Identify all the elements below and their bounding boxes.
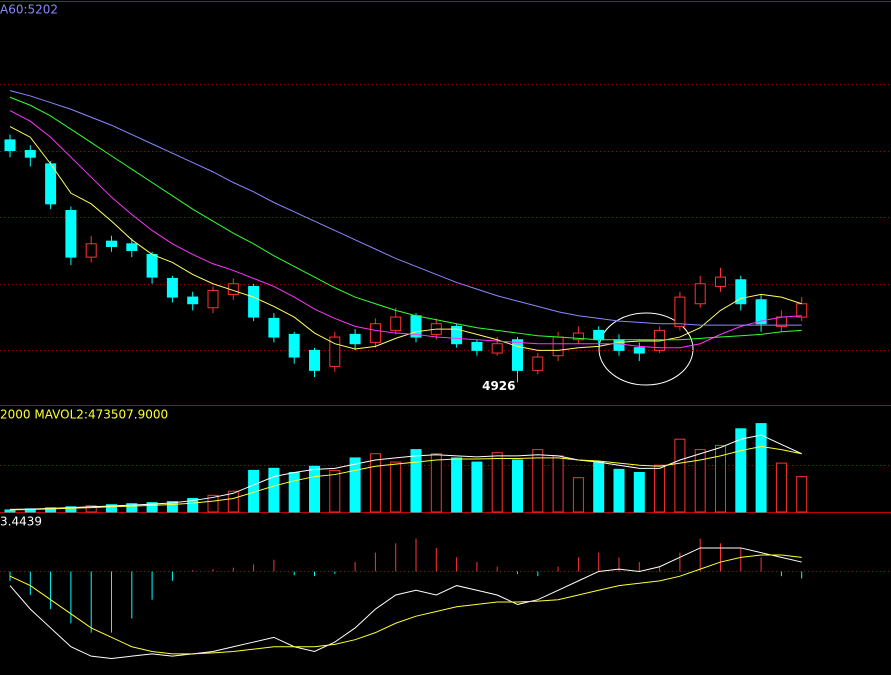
volume-bar: [65, 506, 77, 513]
candle-body: [694, 283, 706, 305]
volume-bar: [349, 457, 361, 513]
volume-bar: [126, 503, 138, 513]
candle-body: [288, 333, 300, 358]
candle-body: [4, 139, 16, 152]
candle-body: [715, 276, 726, 287]
highlight-circle: [598, 312, 694, 386]
candle-body: [24, 150, 36, 158]
candle-body: [126, 243, 138, 251]
volume-bar: [572, 477, 584, 513]
macd-label: 3.4439: [0, 515, 42, 529]
indicator-line: [9, 445, 802, 511]
low-annotation: 4926: [482, 379, 515, 393]
volume-bar: [552, 455, 564, 513]
volume-bar: [410, 449, 422, 513]
candle-body: [268, 317, 280, 338]
volume-bar: [471, 461, 483, 513]
candle-body: [45, 163, 57, 205]
volume-bar: [715, 444, 726, 513]
candle-body: [674, 296, 686, 327]
indicator-line: [9, 110, 802, 349]
indicator-line: [9, 547, 802, 660]
volume-bar: [532, 449, 544, 513]
candle-body: [613, 339, 625, 351]
volume-bar: [146, 502, 158, 513]
volume-bar: [593, 461, 605, 513]
candle-body: [512, 339, 523, 371]
candle-body: [796, 303, 808, 318]
indicator-line: [9, 90, 802, 326]
candle-body: [329, 336, 341, 367]
volume-bar: [755, 423, 767, 513]
candle-body: [532, 356, 544, 371]
volume-bar: [674, 438, 686, 513]
candle-body: [349, 333, 361, 345]
candle-body: [85, 243, 97, 258]
volume-bar: [106, 504, 117, 513]
candle-body: [755, 299, 767, 325]
volume-bar: [329, 469, 341, 513]
indicator-line: [9, 434, 802, 510]
candle-body: [593, 329, 605, 341]
volume-bar: [735, 428, 747, 513]
volume-bar: [268, 467, 280, 513]
candle-body: [552, 336, 564, 357]
candle-body: [207, 289, 219, 309]
volume-bar: [633, 471, 645, 513]
volume-bar: [166, 501, 178, 513]
indicator-line: [9, 126, 802, 351]
volume-bar: [796, 476, 808, 513]
candle-body: [106, 240, 117, 247]
candle-body: [187, 296, 199, 305]
volume-bar: [512, 459, 523, 513]
volume-bar: [288, 471, 300, 513]
candle-body: [735, 279, 747, 305]
volume-bar: [85, 505, 97, 513]
volume-bar: [654, 464, 666, 513]
indicator-line: [9, 554, 802, 655]
candle-body: [166, 277, 178, 298]
candle-body: [390, 316, 402, 331]
candle-body: [146, 253, 158, 278]
volume-bar: [451, 457, 463, 513]
volume-bar: [694, 449, 706, 513]
volume-bar: [369, 453, 381, 513]
volume-bar: [227, 490, 239, 513]
volume-bar: [207, 494, 219, 513]
candle-body: [572, 332, 584, 341]
ma-label: A60:5202: [0, 3, 58, 17]
candle-body: [491, 343, 503, 354]
volume-bar: [390, 461, 402, 513]
candle-body: [248, 285, 260, 318]
candle-body: [369, 323, 381, 343]
volume-bar: [187, 497, 199, 513]
volume-bar: [613, 468, 625, 513]
volume-bar: [309, 465, 320, 513]
candle-body: [633, 347, 645, 354]
volume-bar: [45, 507, 57, 513]
candle-body: [471, 341, 483, 351]
candle-body: [451, 325, 463, 345]
candle-body: [309, 349, 320, 371]
indicator-line: [9, 96, 802, 341]
volume-bar: [491, 452, 503, 513]
volume-bar: [775, 462, 787, 513]
candle-body: [65, 209, 77, 258]
volume-bar: [430, 453, 442, 513]
mavol-label: 2000 MAVOL2:473507.9000: [0, 408, 168, 422]
